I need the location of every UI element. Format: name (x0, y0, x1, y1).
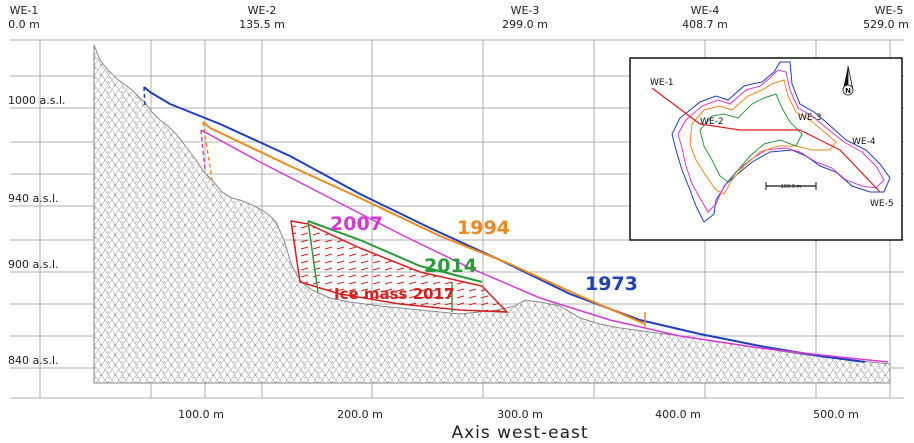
surface-line-2014-front (307, 220, 319, 293)
surface-line-1994 (202, 121, 646, 325)
north-arrow-icon: N (842, 65, 854, 96)
profile-we4-name: WE-4 (691, 4, 720, 17)
x-axis-ticks: 100.0 m 200.0 m 300.0 m 400.0 m 500.0 m (178, 408, 859, 421)
surface-line-2014 (307, 220, 483, 283)
inset-label-we3: WE-3 (798, 113, 822, 123)
profile-we2-name: WE-2 (248, 4, 277, 17)
x-tick-100: 100.0 m (178, 408, 224, 421)
elevation-1000: 1000 a.s.l. (8, 94, 66, 107)
label-2014: 2014 (424, 255, 477, 277)
bedrock-terrain (93, 44, 891, 384)
label-1973: 1973 (585, 273, 638, 295)
elevation-940: 940 a.s.l. (8, 192, 59, 205)
inset-section-line (651, 87, 881, 193)
surface-line-1973 (143, 86, 866, 363)
surface-line-1994-front (202, 121, 213, 181)
elevation-840: 840 a.s.l. (8, 354, 59, 367)
profile-we1-dist: 0.0 m (8, 18, 40, 31)
profile-we3-name: WE-3 (511, 4, 540, 17)
inset-outline-green (699, 93, 803, 183)
inset-outline-blue (671, 61, 891, 223)
ice-mass-2017 (290, 220, 509, 313)
profile-we4-dist: 408.7 m (682, 18, 728, 31)
label-ice-mass-2017: Ice mass 2017 (334, 285, 454, 303)
x-tick-500: 500.0 m (813, 408, 859, 421)
label-2007: 2007 (330, 213, 383, 235)
profile-we5-dist: 529.0 m (863, 18, 909, 31)
profile-we5-name: WE-5 (875, 4, 904, 17)
inset-outline-magenta (677, 69, 885, 213)
profile-markers: WE-1 0.0 m WE-2 135.5 m WE-3 299.0 m WE-… (8, 4, 909, 31)
profile-we2-dist: 135.5 m (239, 18, 285, 31)
inset-scale-label: 100.0 m (781, 184, 802, 190)
inset-map: 100.0 m N WE-1 WE-2 WE-3 WE-4 WE-5 (629, 57, 903, 241)
x-axis-title: Axis west-east (451, 423, 588, 443)
surface-line-1973-edge (143, 86, 146, 109)
label-1994: 1994 (457, 217, 510, 239)
inset-label-we2: WE-2 (700, 117, 724, 127)
elevation-labels: 1000 a.s.l. 940 a.s.l. 900 a.s.l. 840 a.… (8, 94, 66, 367)
surface-line-2007 (200, 129, 889, 363)
elevation-900: 900 a.s.l. (8, 258, 59, 271)
profile-we1-name: WE-1 (10, 4, 39, 17)
inset-label-we5: WE-5 (870, 199, 894, 209)
x-tick-300: 300.0 m (497, 408, 543, 421)
profile-we3-dist: 299.0 m (502, 18, 548, 31)
x-tick-400: 400.0 m (655, 408, 701, 421)
inset-label-we4: WE-4 (852, 137, 876, 147)
inset-label-we1: WE-1 (650, 78, 674, 88)
x-tick-200: 200.0 m (337, 408, 383, 421)
surface-line-2007-front (200, 129, 206, 171)
north-label: N (845, 87, 851, 95)
